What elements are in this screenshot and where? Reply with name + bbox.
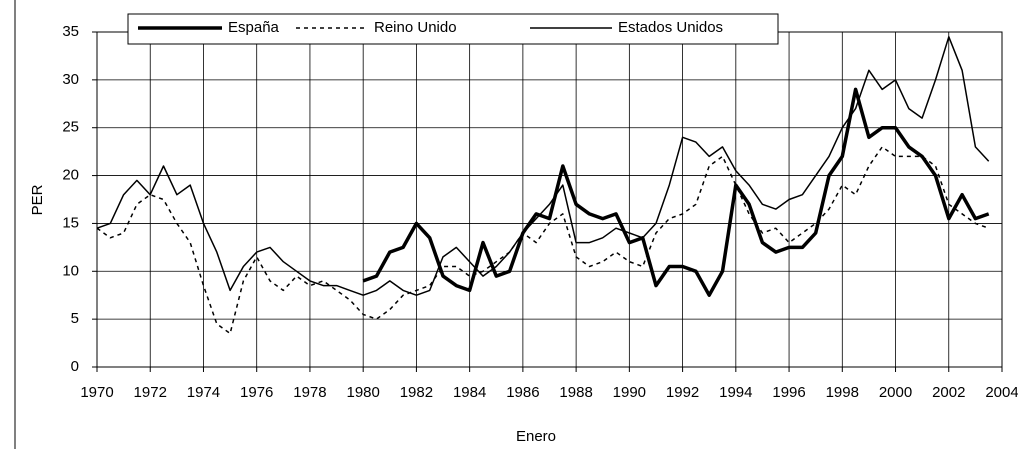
x-tick-label: 1976 <box>240 384 273 401</box>
y-axis-label: PER <box>29 184 46 215</box>
x-tick-label: 1994 <box>719 384 752 401</box>
x-tick-label: 1984 <box>453 384 486 401</box>
plot-border <box>96 31 1003 368</box>
x-axis-label: Enero <box>516 428 556 445</box>
x-tick-label: 1998 <box>826 384 859 401</box>
x-tick-label: 1990 <box>613 384 646 401</box>
x-tick-label: 1974 <box>187 384 220 401</box>
y-tick-label: 20 <box>62 167 79 184</box>
x-tick-label: 1986 <box>506 384 539 401</box>
x-tick-label: 1982 <box>400 384 433 401</box>
y-tick-label: 35 <box>62 23 79 40</box>
y-tick-label: 25 <box>62 119 79 136</box>
x-tick-label: 1988 <box>559 384 592 401</box>
x-tick-label: 1992 <box>666 384 699 401</box>
legend-box <box>127 13 779 45</box>
x-tick-label: 1970 <box>80 384 113 401</box>
x-tick-label: 1996 <box>772 384 805 401</box>
x-tick-label: 1980 <box>346 384 379 401</box>
y-tick-label: 30 <box>62 71 79 88</box>
legend-label: Reino Unido <box>374 19 457 36</box>
x-tick-label: 2004 <box>985 384 1018 401</box>
series-line <box>96 36 990 296</box>
x-tick-label: 1972 <box>134 384 167 401</box>
series-line <box>96 146 989 335</box>
y-tick-label: 15 <box>62 214 79 231</box>
legend-label: Estados Unidos <box>618 19 723 36</box>
legend-label: España <box>228 19 280 36</box>
x-tick-label: 2002 <box>932 384 965 401</box>
series-line <box>362 87 990 297</box>
y-tick-label: 5 <box>71 310 79 327</box>
y-tick-label: 0 <box>71 358 79 375</box>
y-tick-label: 10 <box>62 262 79 279</box>
x-tick-label: 1978 <box>293 384 326 401</box>
x-tick-label: 2000 <box>879 384 912 401</box>
